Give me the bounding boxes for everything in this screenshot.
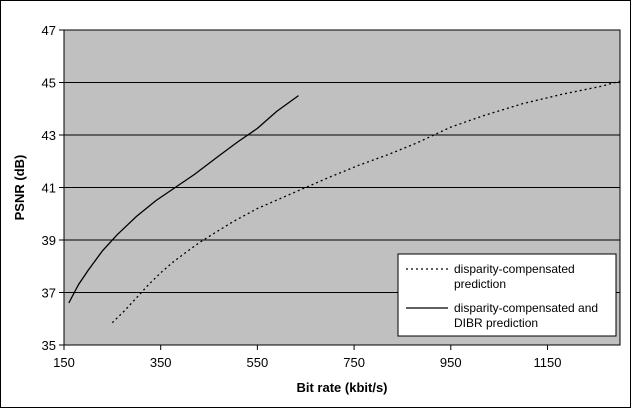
legend-label-dc: disparity-compensated prediction (454, 262, 575, 291)
y-axis-ticks: 35 37 39 41 43 45 47 (42, 23, 64, 353)
x-tick-label: 350 (150, 355, 172, 370)
legend-label-dc-dibr: disparity-compensated and DIBR prediction (454, 301, 598, 330)
x-tick-label: 550 (247, 355, 269, 370)
y-tick-label: 35 (42, 338, 56, 353)
series-group (68, 80, 621, 324)
gridlines (64, 82, 620, 293)
x-tick-label: 950 (440, 355, 462, 370)
y-tick-label: 45 (42, 76, 56, 91)
x-tick-label: 150 (53, 355, 75, 370)
series-line-1 (68, 95, 299, 304)
legend-box (397, 253, 617, 337)
series-line-0 (111, 80, 621, 324)
x-axis-ticks: 150 350 550 750 950 1150 (53, 345, 561, 370)
x-tick-label: 750 (343, 355, 365, 370)
legend: disparity-compensated prediction disparit… (397, 253, 617, 337)
x-tick-label: 1150 (533, 355, 561, 370)
y-tick-label: 39 (42, 233, 56, 248)
y-axis-title: PSNR (dB) (12, 155, 27, 221)
y-tick-label: 47 (42, 23, 56, 38)
x-axis-title: Bit rate (kbit/s) (296, 380, 387, 395)
y-tick-label: 43 (42, 128, 56, 143)
y-tick-label: 37 (42, 286, 56, 301)
y-tick-label: 41 (42, 181, 56, 196)
